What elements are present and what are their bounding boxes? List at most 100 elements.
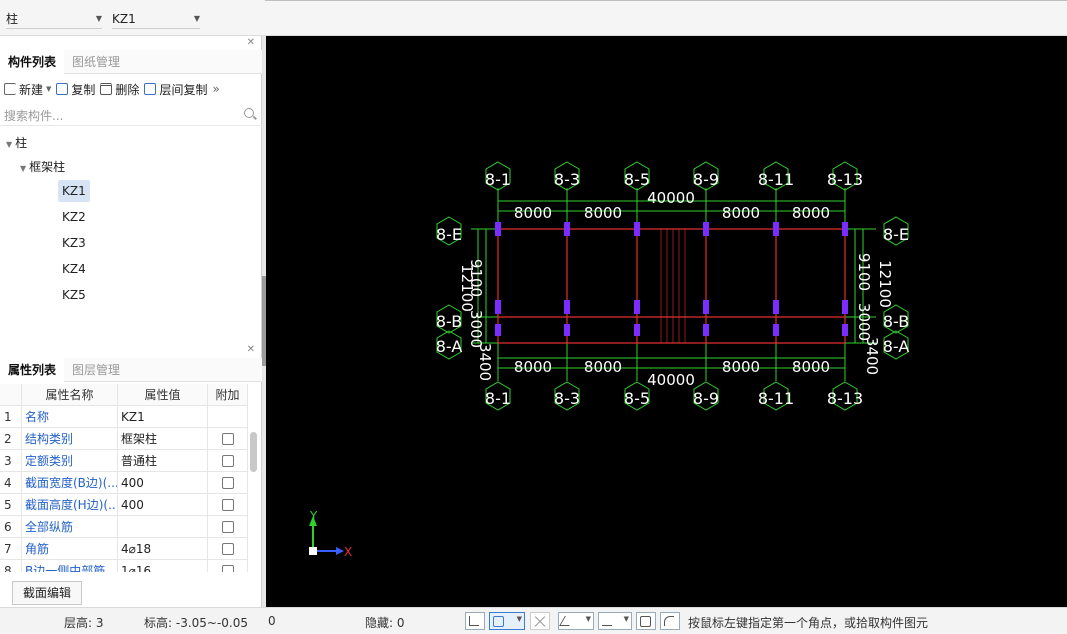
axis-bubble	[832, 161, 858, 191]
table-row[interactable]: 4 截面宽度(B边)(... 400	[0, 472, 248, 494]
drawing-canvas[interactable]: 8-1 8-3 8-5 8-9 8-11 8-13 8-1 8-3 8-5 8-…	[266, 36, 1067, 607]
row-value[interactable]: 框架柱	[118, 428, 208, 450]
axis-label: 8-E	[883, 225, 909, 244]
tab-component-list[interactable]: 构件列表	[0, 49, 65, 74]
tree-root[interactable]: ▼ 柱	[6, 132, 27, 154]
tree-group[interactable]: ▼ 框架柱	[20, 156, 65, 178]
axis-bubble	[554, 381, 580, 411]
arc-icon	[664, 616, 674, 626]
table-row[interactable]: 7 角筋 4⌀18	[0, 538, 248, 560]
row-index: 2	[0, 428, 22, 450]
status-value: 0	[268, 614, 276, 628]
splitter-grip[interactable]	[262, 276, 266, 366]
table-row[interactable]: 3 定额类别 普通柱	[0, 450, 248, 472]
dimension-text: 8000	[584, 358, 622, 376]
row-index: 6	[0, 516, 22, 538]
tree-item-kz4[interactable]: KZ4	[62, 262, 86, 276]
dimension-text: 9100	[855, 253, 873, 291]
axis-bubble	[436, 330, 462, 360]
checkbox[interactable]	[221, 564, 234, 572]
axis-label: 8-13	[827, 389, 863, 408]
row-value[interactable]: 1⌀16	[118, 560, 208, 572]
axis-bubble	[883, 330, 909, 360]
copy-button[interactable]: 复制	[56, 81, 95, 98]
row-name: 名称	[22, 406, 118, 428]
ortho-button[interactable]	[465, 612, 485, 630]
close-icon[interactable]: ✕	[246, 344, 255, 355]
copy-label: 复制	[71, 82, 96, 97]
axis-bubble	[693, 381, 719, 411]
table-row[interactable]: 6 全部纵筋	[0, 516, 248, 538]
delete-button[interactable]: 删除	[100, 81, 139, 98]
row-value[interactable]	[118, 516, 208, 538]
offset-icon	[602, 616, 612, 626]
chevron-down-icon: ▼	[95, 14, 102, 23]
checkbox[interactable]	[221, 454, 234, 467]
snap-button[interactable]: ▼	[489, 612, 525, 630]
new-button[interactable]: 新建 ▼	[4, 81, 51, 98]
property-scrollbar[interactable]	[250, 432, 257, 472]
offset-button[interactable]: ▼	[598, 612, 632, 630]
axis-label: 8-A	[883, 337, 910, 356]
column	[773, 324, 779, 336]
tab-layer-manage[interactable]: 图层管理	[72, 362, 121, 377]
tab-drawing-manage[interactable]: 图纸管理	[72, 54, 121, 69]
dimension-text: 8000	[792, 358, 830, 376]
cross-button[interactable]	[530, 612, 550, 630]
checkbox[interactable]	[221, 520, 234, 533]
row-value[interactable]: KZ1	[118, 406, 208, 428]
row-value[interactable]: 4⌀18	[118, 538, 208, 560]
row-name: B边一侧中部筋	[22, 560, 118, 572]
component-dropdown[interactable]: KZ1 ▼	[112, 9, 200, 29]
chevron-down-icon: ▼	[516, 615, 522, 623]
row-extra	[208, 494, 248, 516]
table-row[interactable]: 1 名称 KZ1	[0, 406, 248, 428]
row-name: 结构类别	[22, 428, 118, 450]
angle-button[interactable]: ▼	[558, 612, 594, 630]
checkbox[interactable]	[221, 498, 234, 511]
checkbox[interactable]	[221, 432, 234, 445]
floor-copy-button[interactable]: 层间复制	[144, 81, 207, 98]
arc-button[interactable]	[660, 612, 680, 630]
tab-property-list[interactable]: 属性列表	[0, 357, 65, 382]
row-extra	[208, 538, 248, 560]
more-button[interactable]: »	[212, 82, 220, 96]
tree-item-kz2[interactable]: KZ2	[62, 210, 86, 224]
chevron-down-icon: ▼	[193, 14, 200, 23]
row-value[interactable]: 400	[118, 494, 208, 516]
row-value[interactable]: 普通柱	[118, 450, 208, 472]
tree-item-kz1[interactable]: KZ1	[58, 180, 90, 202]
checkbox[interactable]	[221, 542, 234, 555]
row-value[interactable]: 400	[118, 472, 208, 494]
chevron-down-icon: ▼	[46, 85, 52, 93]
table-row[interactable]: 5 截面高度(H边)(... 400	[0, 494, 248, 516]
search-icon[interactable]	[244, 108, 254, 118]
dimension-text: 8000	[792, 204, 830, 222]
top-selector-bar: 柱 ▼ KZ1 ▼	[0, 0, 1067, 36]
column	[703, 324, 709, 336]
tree-item-kz3[interactable]: KZ3	[62, 236, 86, 250]
status-hint: 按鼠标左键指定第一个角点，或拾取构件图元	[688, 616, 929, 630]
category-dropdown[interactable]: 柱 ▼	[6, 9, 102, 29]
snap-icon	[493, 616, 504, 627]
axis-label: 8-A	[436, 337, 463, 356]
chevron-down-icon: ▼	[585, 615, 591, 623]
close-icon[interactable]: ✕	[246, 37, 255, 48]
row-index: 1	[0, 406, 22, 428]
search-input[interactable]: 搜索构件...	[0, 106, 262, 126]
axis-bubble	[624, 381, 650, 411]
table-row[interactable]: 2 结构类别 框架柱	[0, 428, 248, 450]
layer-button[interactable]	[636, 612, 656, 630]
checkbox[interactable]	[221, 476, 234, 489]
column	[842, 222, 848, 236]
column	[703, 222, 709, 236]
axis-label: 8-1	[485, 389, 511, 408]
column	[634, 222, 640, 236]
pane-splitter[interactable]	[262, 36, 266, 607]
dimension-text: 3000	[467, 310, 485, 348]
tree-item-kz5[interactable]: KZ5	[62, 288, 86, 302]
section-edit-button[interactable]: 截面编辑	[12, 581, 82, 605]
table-row[interactable]: 8 B边一侧中部筋 1⌀16	[0, 560, 248, 572]
column	[842, 324, 848, 336]
column	[703, 300, 709, 314]
